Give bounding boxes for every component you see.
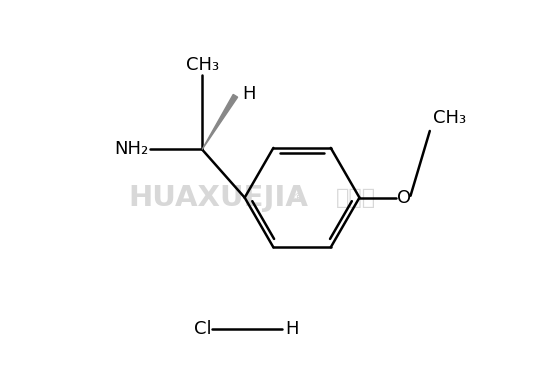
Text: HUAXUEJIA: HUAXUEJIA [129, 184, 309, 211]
Text: Cl: Cl [193, 320, 211, 338]
Text: ®: ® [293, 192, 304, 203]
Text: H: H [285, 320, 299, 338]
Text: O: O [397, 189, 411, 207]
Text: H: H [242, 85, 256, 103]
Text: CH₃: CH₃ [186, 56, 219, 73]
Text: NH₂: NH₂ [114, 141, 148, 159]
Text: 化学加: 化学加 [336, 188, 376, 208]
Polygon shape [202, 94, 237, 150]
Text: CH₃: CH₃ [434, 109, 466, 127]
